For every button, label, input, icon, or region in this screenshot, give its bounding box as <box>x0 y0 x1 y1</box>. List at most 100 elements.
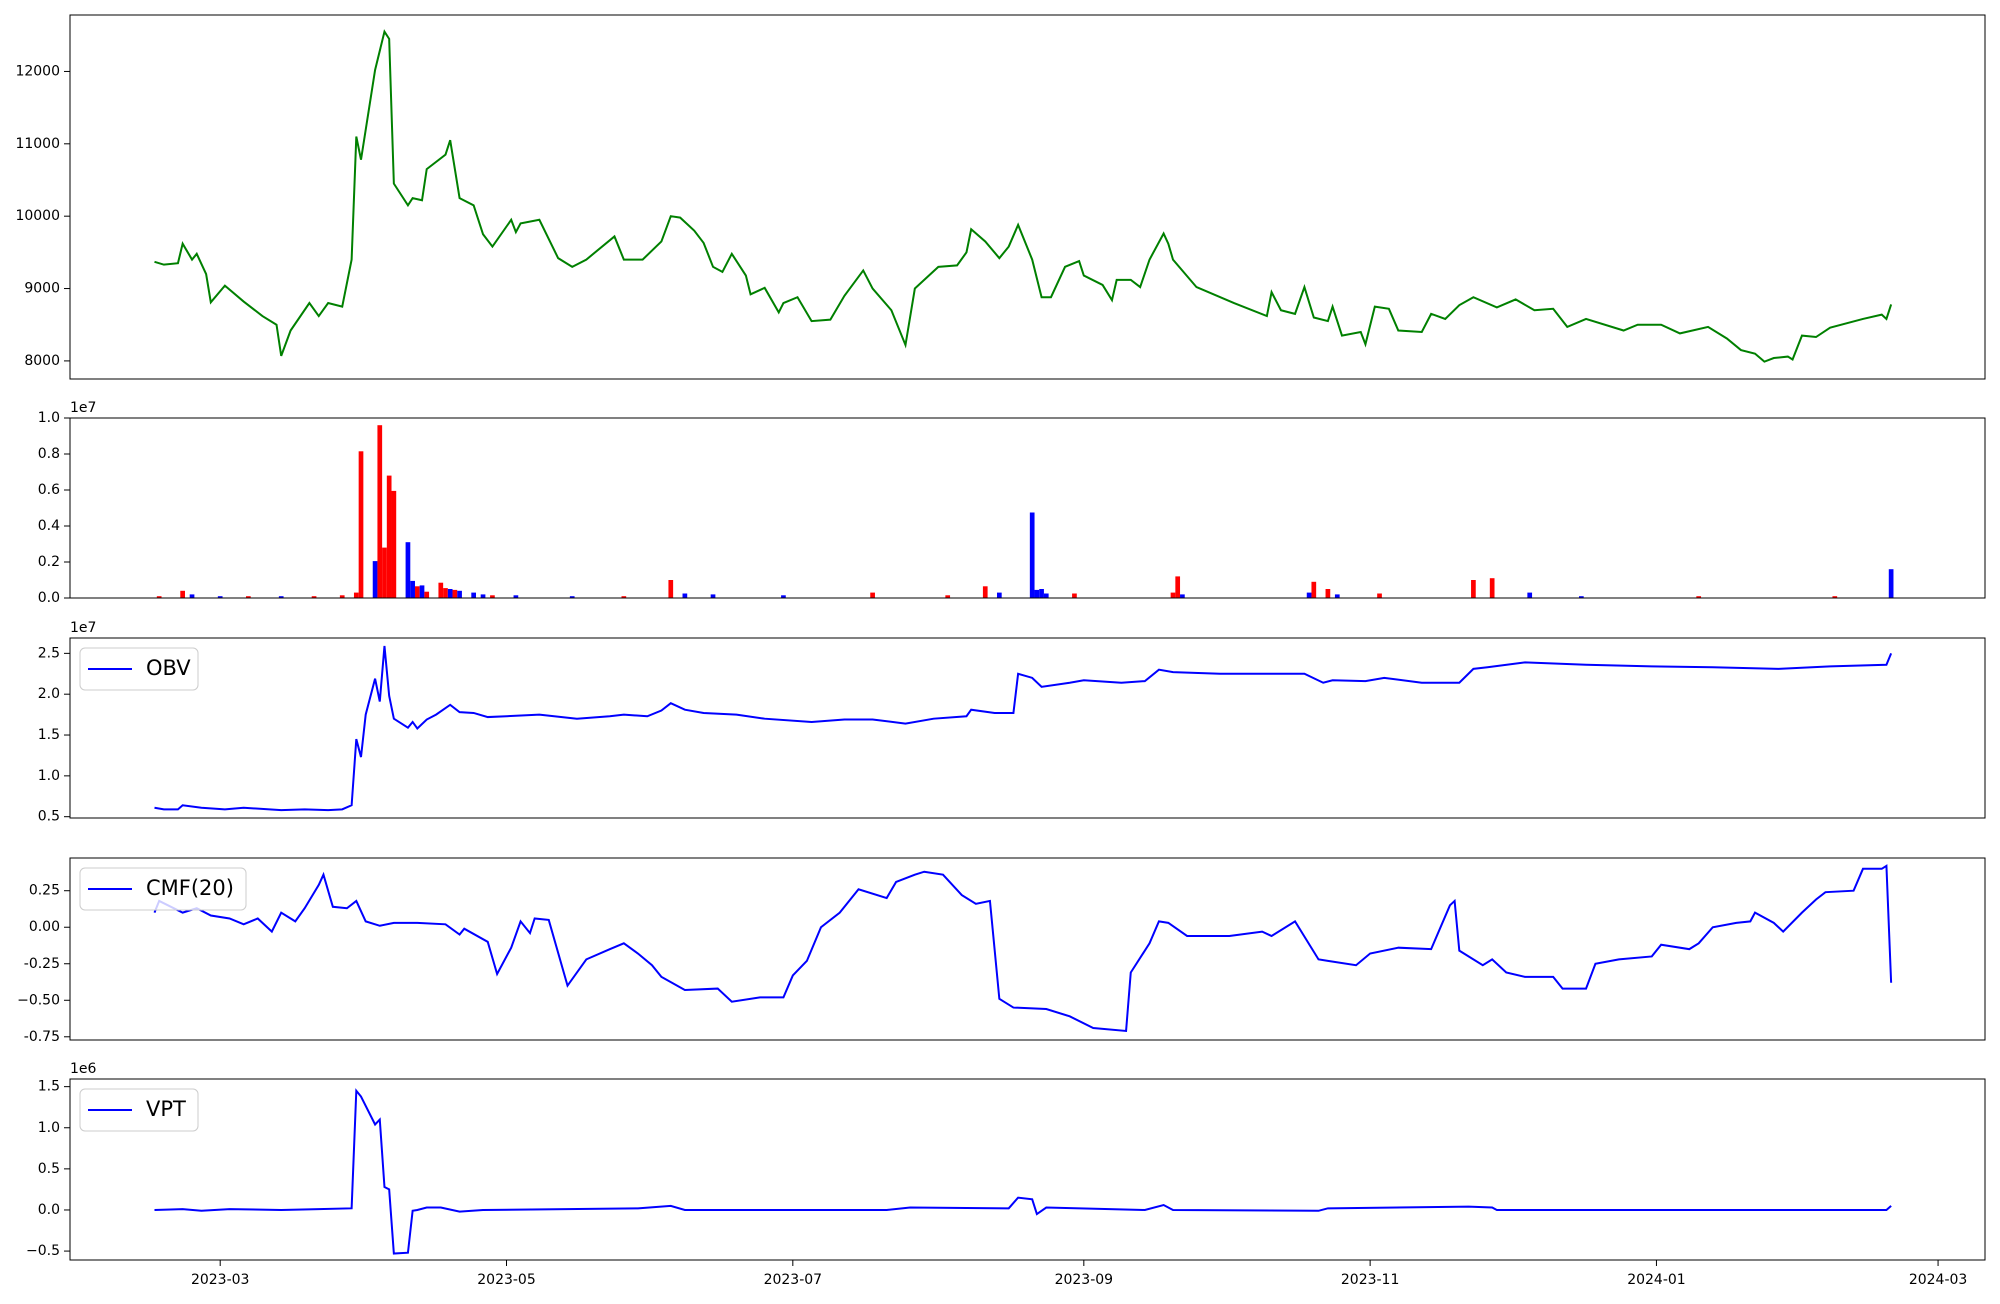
volume-bar <box>353 592 359 598</box>
volume-bar <box>405 542 411 598</box>
volume-bar <box>386 475 392 598</box>
legend-box <box>79 647 199 691</box>
y-tick-label: 1.0 <box>38 768 60 784</box>
indicator-line <box>153 864 1893 1033</box>
volume-bar <box>180 590 185 598</box>
y-tick-label: -0.75 <box>24 1029 60 1045</box>
y-tick-label: 1.0 <box>38 1120 60 1136</box>
y-tick-label: 0.25 <box>29 883 60 899</box>
volume-bar <box>189 594 195 598</box>
plot-frame <box>69 857 1986 1041</box>
y-tick-label: 2.5 <box>38 645 60 661</box>
y-offset-label: 1e7 <box>70 400 96 416</box>
plot-area <box>70 418 1985 598</box>
volume-bar <box>1043 593 1049 598</box>
y-offset-label: 1e6 <box>70 1061 97 1077</box>
volume-bar <box>1471 580 1476 598</box>
volume-bar <box>1325 589 1331 598</box>
volume-bar <box>1034 589 1040 598</box>
volume-bar <box>452 589 458 598</box>
volume-bar <box>391 490 397 598</box>
indicator-line <box>154 645 1893 812</box>
x-tick-label: 2023-03 <box>191 1272 250 1288</box>
panel: 8000 9000 10000 11000 12000 <box>15 14 1986 380</box>
volume-bar <box>438 582 444 598</box>
panel: -0.75 −0.50 -0.25 0.00 0.25 CMF(20) <box>17 857 1986 1045</box>
volume-bar <box>419 585 425 598</box>
y-offset-label: 1e7 <box>70 620 96 636</box>
y-tick-label: −0.50 <box>17 992 60 1008</box>
y-tick-label: 11000 <box>15 136 60 152</box>
volume-bar <box>410 580 415 598</box>
volume-bar <box>1180 594 1185 598</box>
volume-bar <box>1029 512 1035 598</box>
volume-bar <box>668 580 674 598</box>
y-tick-label: 1.5 <box>38 727 60 743</box>
legend: OBV <box>79 647 199 691</box>
plot-frame <box>69 14 1986 380</box>
x-tick-label: 2024-03 <box>1909 1272 1968 1288</box>
volume-bar <box>457 590 462 598</box>
y-tick-label: 0.00 <box>29 919 60 935</box>
volume-bar <box>1072 593 1077 598</box>
y-tick-label: 0.2 <box>38 554 60 570</box>
y-tick-label: 0.0 <box>38 1202 60 1218</box>
volume-bar <box>1832 596 1838 598</box>
indicator-line <box>154 1088 1892 1255</box>
volume-bar <box>945 595 951 598</box>
legend-label: OBV <box>146 656 191 680</box>
volume-bar <box>1170 592 1176 598</box>
volume-bar <box>480 594 486 598</box>
y-tick-label: −0.5 <box>26 1243 60 1259</box>
plot-area <box>70 1079 1985 1260</box>
y-tick-label: 2.0 <box>38 686 60 702</box>
volume-bar <box>278 596 284 598</box>
volume-bar <box>1489 578 1495 598</box>
volume-bar <box>311 596 317 598</box>
panel: 0.0 0.2 0.4 0.6 0.8 1.0 1e7 <box>38 400 1986 606</box>
volume-bar <box>682 593 688 598</box>
volume-bar <box>1377 593 1382 598</box>
panel: 0.5 1.0 1.5 2.0 2.5 1e7 OBV <box>38 620 1986 825</box>
x-tick-label: 2023-09 <box>1055 1272 1114 1288</box>
volume-bar <box>490 595 495 598</box>
y-tick-label: 1.5 <box>38 1079 60 1095</box>
y-tick-label: 8000 <box>24 353 60 369</box>
volume-bar <box>1888 569 1894 598</box>
y-tick-label: 0.5 <box>38 809 60 825</box>
volume-bar <box>471 592 476 598</box>
volume-bar <box>377 425 383 598</box>
volume-bar <box>1696 596 1702 598</box>
volume-bar <box>569 596 575 598</box>
x-tick-label: 2024-01 <box>1627 1272 1686 1288</box>
volume-bar <box>621 596 627 598</box>
volume-bar <box>781 595 786 598</box>
volume-bar <box>447 589 453 598</box>
volume-bar <box>1039 589 1044 598</box>
plot-area <box>70 638 1985 818</box>
y-tick-label: 10000 <box>15 208 60 224</box>
volume-bar <box>424 591 430 598</box>
volume-bar <box>1306 592 1312 598</box>
y-tick-label: 9000 <box>24 281 60 297</box>
volume-bar <box>1311 581 1317 598</box>
y-tick-label: 12000 <box>15 63 60 79</box>
volume-bar <box>246 596 251 598</box>
volume-bar <box>996 592 1002 598</box>
volume-bar <box>982 586 988 598</box>
y-tick-label: 0.8 <box>38 446 60 462</box>
y-tick-label: -0.25 <box>24 956 60 972</box>
legend: VPT <box>79 1088 199 1132</box>
y-tick-label: 1.0 <box>38 410 60 426</box>
volume-bar <box>870 592 875 598</box>
x-tick-label: 2023-07 <box>764 1272 823 1288</box>
plot-frame <box>69 417 1986 599</box>
volume-bar <box>1527 592 1533 598</box>
plot-area <box>70 858 1985 1040</box>
volume-bar <box>513 595 519 598</box>
price-line <box>154 29 1893 363</box>
plot-area <box>70 15 1985 379</box>
volume-bar <box>443 588 448 598</box>
volume-bar <box>414 586 420 598</box>
